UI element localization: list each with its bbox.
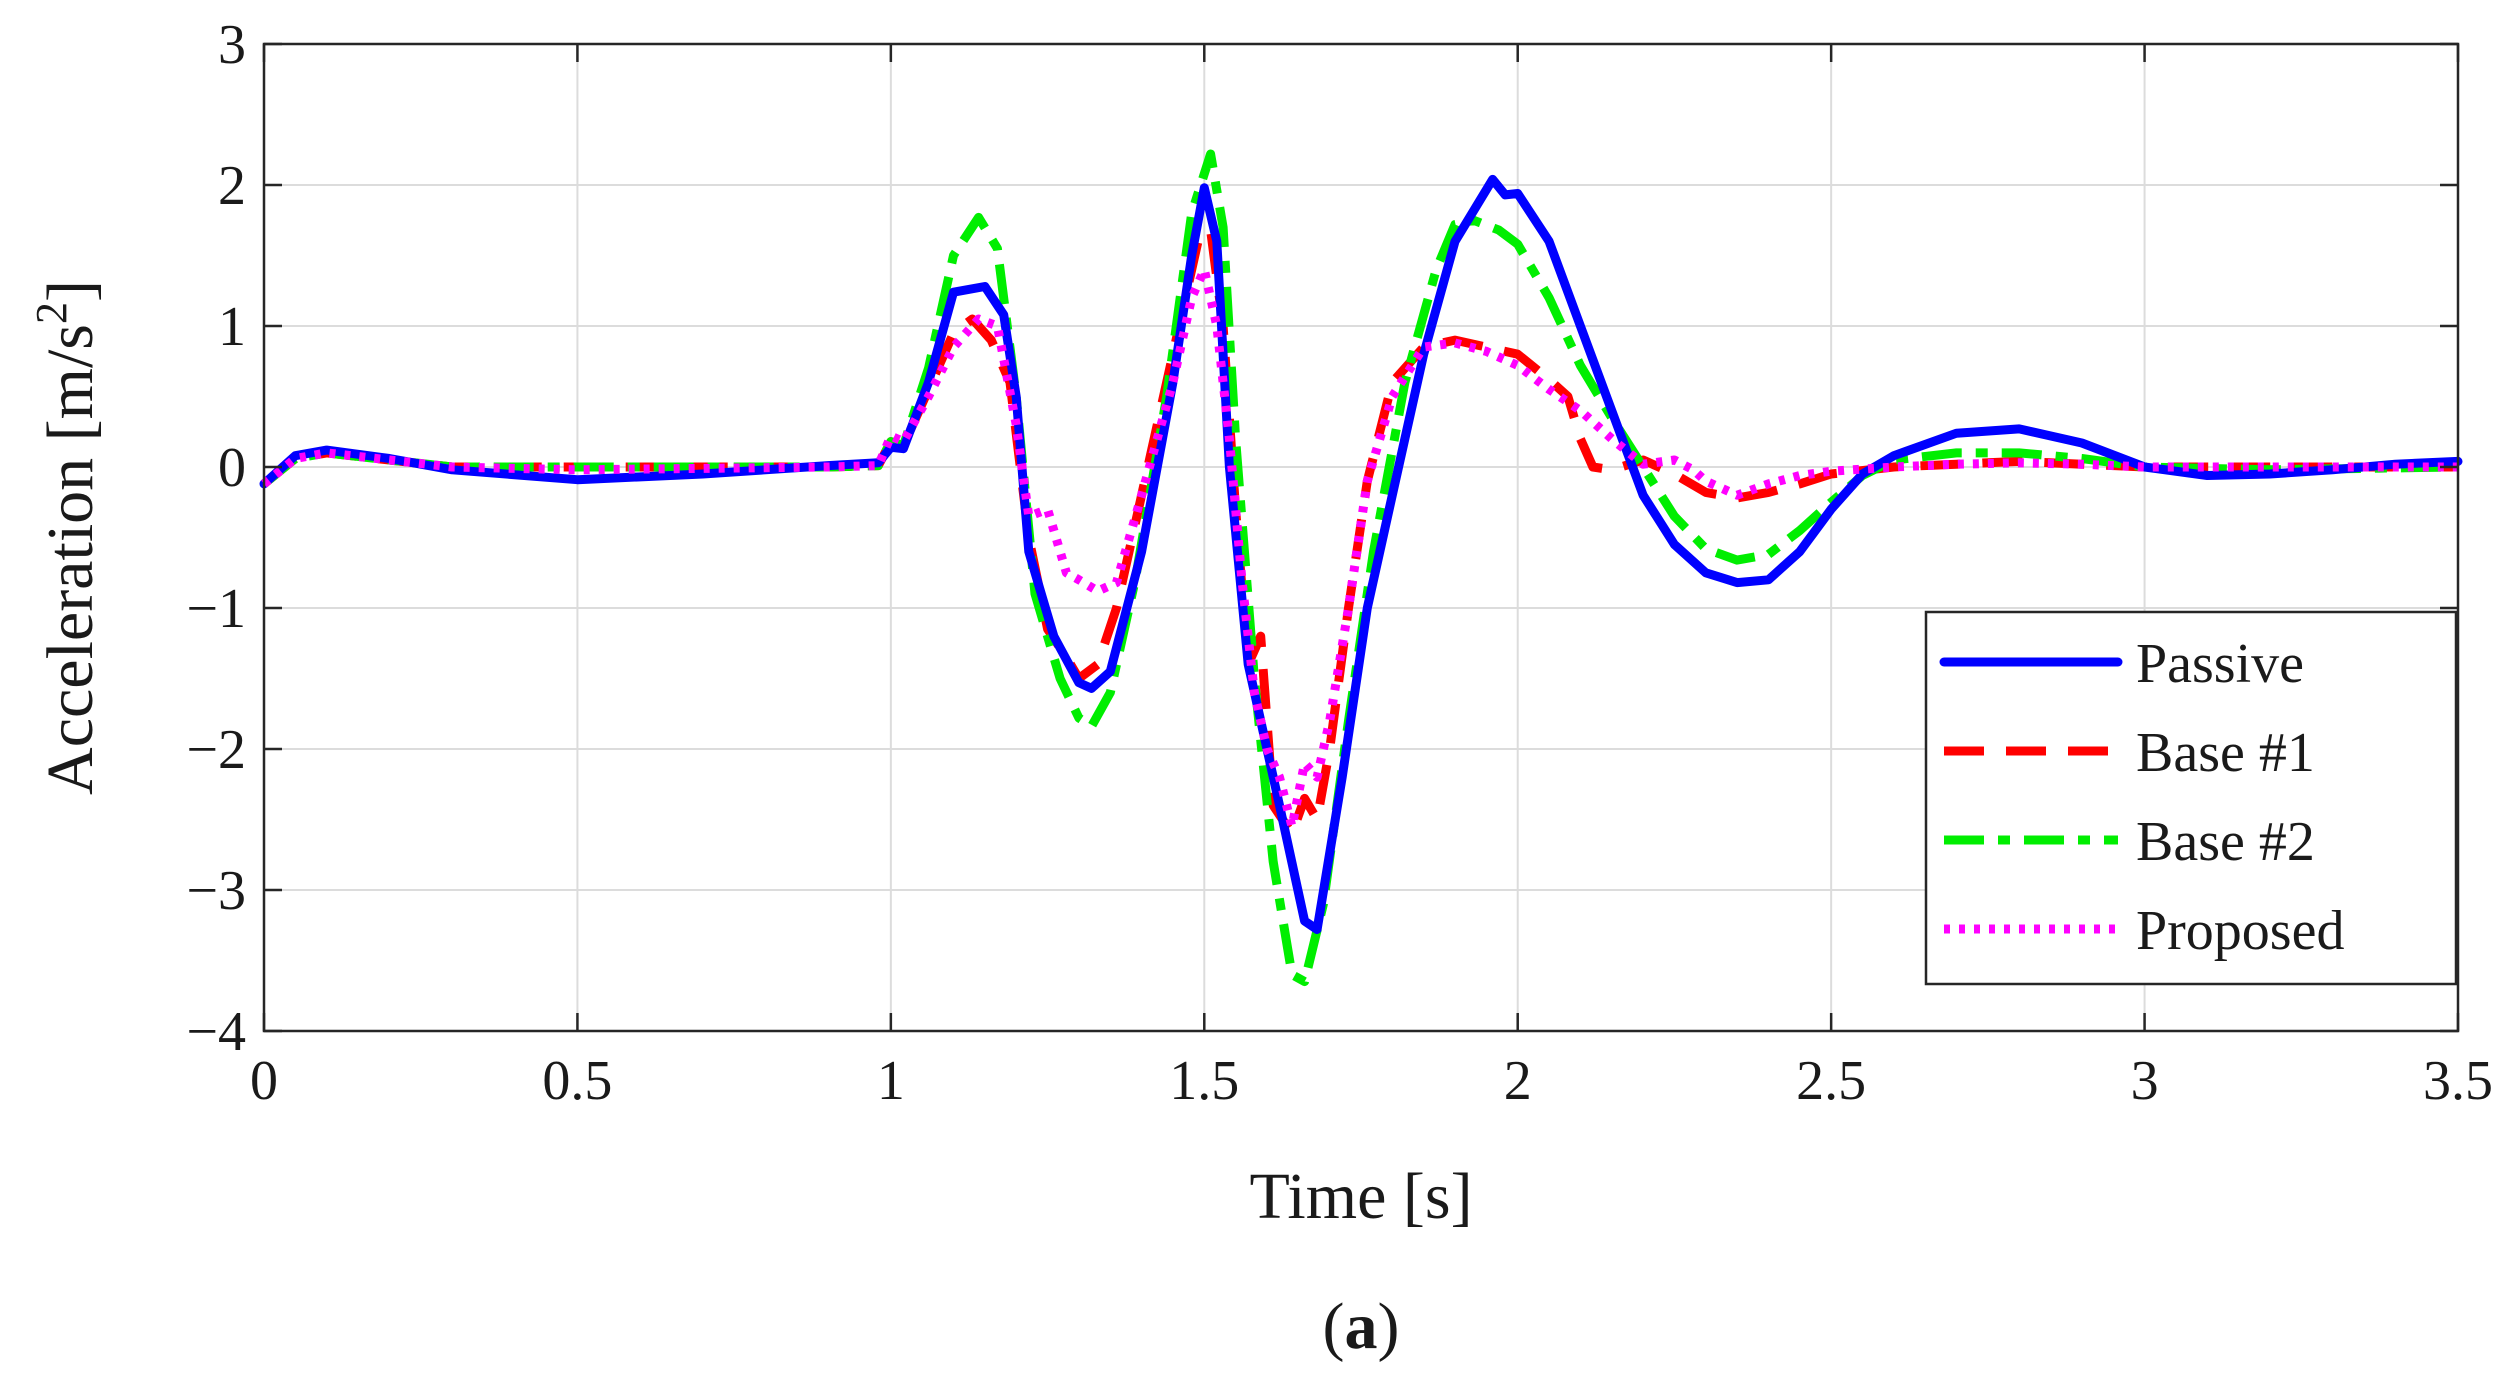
x-tick-label: 0 (250, 1050, 278, 1112)
y-tick-label: −2 (186, 719, 246, 781)
caption-close-paren: ) (1378, 1290, 1400, 1363)
legend-label: Base #2 (2136, 811, 2315, 873)
y-axis-title-superscript: 2 (27, 302, 76, 324)
series-line-proposed (261, 265, 2458, 831)
y-axis-title-close: ] (34, 280, 107, 302)
legend-label: Passive (2136, 633, 2304, 695)
y-tick-label: −4 (186, 1001, 246, 1063)
axis-ticks: 0 0.5 1 1.5 2 2.5 3 3.5 −4 −3 −2 −1 0 1 2 3 (186, 14, 2493, 1112)
y-tick-label: 0 (218, 437, 246, 499)
series-line-passive (259, 174, 2463, 934)
legend-box (1924, 610, 2458, 986)
y-axis-title-main: Acceleration [m/s (34, 324, 107, 795)
y-axis-title: Acceleration [m/s2] (27, 280, 107, 795)
series-lines (259, 149, 2463, 987)
series-line-base-1 (261, 225, 2458, 839)
plot-area-frame (262, 42, 2460, 1033)
legend-label: Base #1 (2136, 722, 2315, 784)
legend-label: Proposed (2136, 900, 2344, 962)
y-tick-label: −1 (186, 578, 246, 640)
x-axis-title: Time [s] (1249, 1160, 1472, 1233)
y-tick-label: 2 (218, 155, 246, 217)
y-tick-label: 1 (218, 296, 246, 358)
x-tick-label: 1 (877, 1050, 905, 1112)
x-tick-label: 1.5 (1169, 1050, 1239, 1112)
legend: Passive Base #1 Base #2 Proposed (1924, 610, 2458, 986)
caption-letter: a (1345, 1290, 1378, 1363)
x-tick-label: 3 (2131, 1050, 2159, 1112)
x-tick-label: 2 (1504, 1050, 1532, 1112)
y-tick-label: 3 (218, 14, 246, 76)
caption-open-paren: ( (1323, 1290, 1345, 1363)
x-tick-label: 2.5 (1796, 1050, 1866, 1112)
x-tick-label: 0.5 (542, 1050, 612, 1112)
figure-caption: (a) (1323, 1290, 1400, 1363)
y-tick-label: −3 (186, 860, 246, 922)
x-tick-label: 3.5 (2423, 1050, 2493, 1112)
